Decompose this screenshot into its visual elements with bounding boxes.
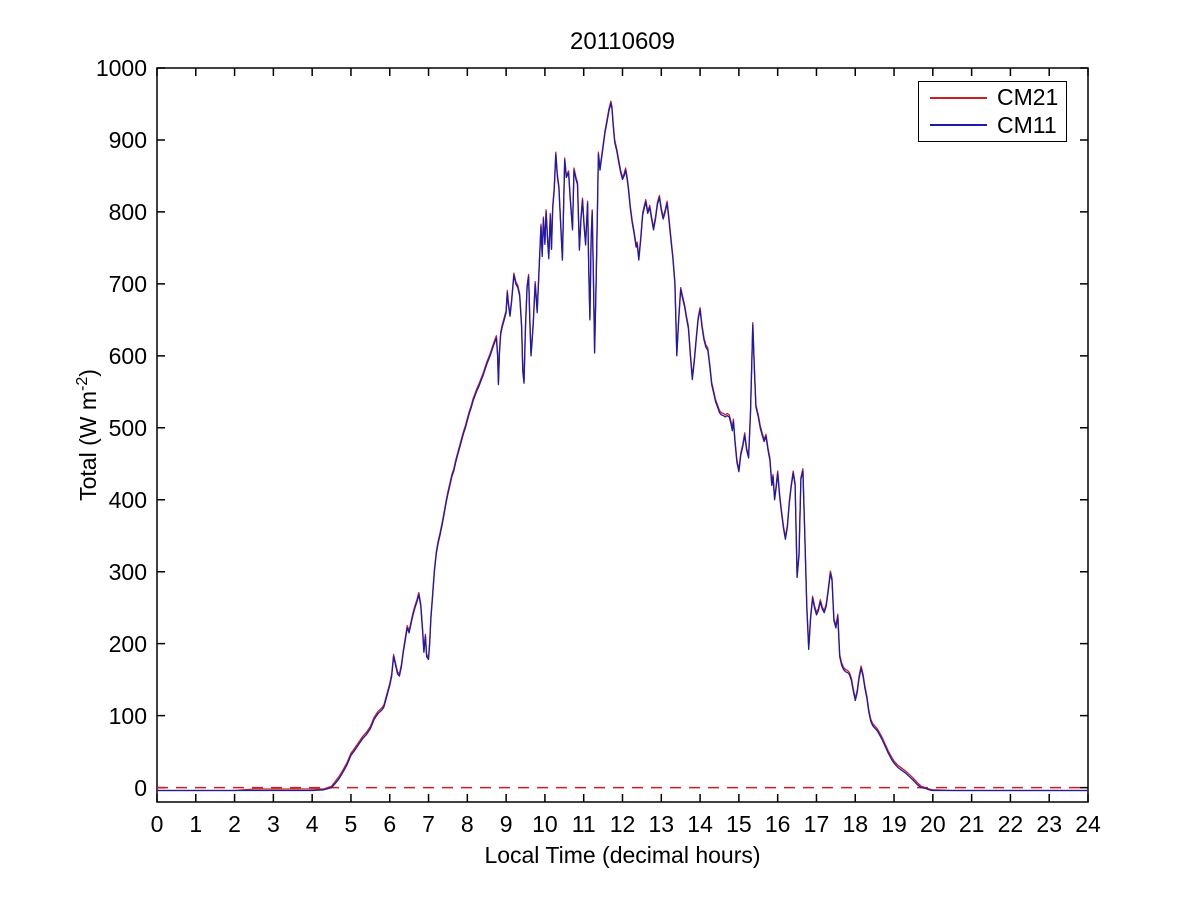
x-tick-label-19: 19 — [881, 811, 907, 837]
y-tick-label-1000: 1000 — [95, 55, 147, 81]
cm21-curve — [157, 100, 1088, 792]
x-tick-label-5: 5 — [344, 811, 358, 837]
y-axis-label-suffix: ) — [74, 369, 101, 377]
cm21-line-sample — [930, 96, 987, 99]
x-tick-label-23: 23 — [1036, 811, 1062, 837]
x-tick-label-9: 9 — [499, 811, 513, 837]
y-tick-label-100: 100 — [108, 702, 147, 729]
x-tick-label-17: 17 — [803, 811, 830, 837]
tick-marks — [156, 67, 1089, 802]
y-tick-label-400: 400 — [108, 486, 147, 513]
y-tick-label-600: 600 — [108, 342, 147, 369]
x-tick-label-21: 21 — [958, 811, 985, 837]
x-tick-label-8: 8 — [460, 811, 474, 837]
y-axis-label-superscript: -2 — [74, 376, 92, 392]
x-tick-label-22: 22 — [997, 811, 1024, 837]
x-tick-label-18: 18 — [842, 811, 869, 837]
y-axis-label-text: Total (W m — [74, 391, 101, 501]
cm11-curve — [157, 102, 1088, 792]
y-tick-label-200: 200 — [108, 630, 147, 657]
legend-label-cm21: CM21 — [997, 84, 1059, 111]
x-tick-label-10: 10 — [532, 811, 558, 837]
x-tick-label-12: 12 — [609, 811, 636, 837]
y-tick-label-900: 900 — [108, 126, 147, 153]
chart-title: 20110609 — [570, 28, 675, 55]
x-tick-label-20: 20 — [920, 811, 946, 837]
x-axis-label: Local Time (decimal hours) — [484, 842, 761, 868]
legend-label-cm11: CM11 — [997, 111, 1057, 138]
legend-entry-cm11: CM11 — [919, 111, 1066, 138]
x-tick-label-6: 6 — [383, 811, 397, 837]
x-tick-label-13: 13 — [648, 811, 675, 837]
y-tick-label-0: 0 — [134, 774, 147, 801]
x-tick-label-14: 14 — [687, 811, 713, 837]
x-tick-label-24: 24 — [1075, 811, 1101, 837]
x-tick-label-0: 0 — [150, 811, 164, 837]
x-tick-label-3: 3 — [266, 811, 280, 837]
legend: CM21 CM11 — [918, 81, 1067, 142]
y-tick-label-500: 500 — [108, 414, 147, 441]
x-tick-label-1: 1 — [189, 811, 203, 837]
cm11-line-sample — [930, 124, 987, 127]
x-tick-label-4: 4 — [305, 811, 319, 837]
y-tick-label-800: 800 — [108, 198, 147, 225]
y-tick-label-300: 300 — [108, 558, 147, 585]
x-tick-label-7: 7 — [422, 811, 435, 837]
x-tick-label-15: 15 — [726, 811, 752, 837]
x-tick-label-11: 11 — [571, 811, 596, 837]
legend-entry-cm21: CM21 — [919, 86, 1066, 109]
x-tick-label-2: 2 — [228, 811, 241, 837]
y-tick-label-700: 700 — [108, 270, 147, 297]
x-tick-label-16: 16 — [764, 811, 791, 837]
